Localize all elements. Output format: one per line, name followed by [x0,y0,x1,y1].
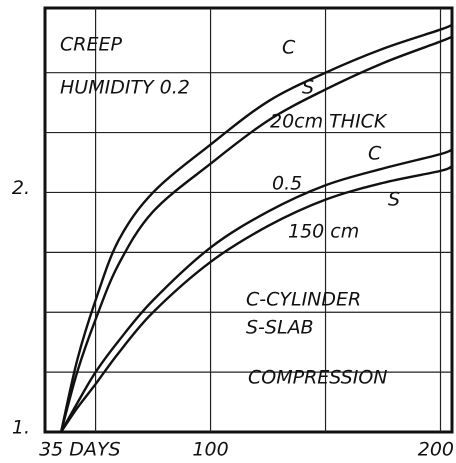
annotation: C [368,143,382,165]
curve [59,23,453,433]
curve [59,35,453,433]
annotation: COMPRESSION [248,367,388,389]
annotation: C [282,37,296,59]
annotation: S-SLAB [246,317,314,339]
curve [60,164,453,433]
annotation: C-CYLINDER [246,289,361,311]
y-tick-label: 2. [12,177,30,199]
y-tick-label: 1. [12,417,30,439]
annotation: 0.5 [272,173,302,195]
annotation: S [302,77,314,99]
annotation: S [388,189,400,211]
x-tick-label: 35 DAYS [39,439,121,461]
x-tick-label: 100 [192,439,228,461]
annotation: 150 cm [288,221,359,243]
curve [60,148,453,433]
annotation: CREEP [60,34,122,56]
annotation: 20cm THICK [270,111,388,133]
x-tick-label: 200 [418,439,454,461]
annotation: HUMIDITY 0.2 [60,77,190,99]
plot-frame [43,6,454,434]
